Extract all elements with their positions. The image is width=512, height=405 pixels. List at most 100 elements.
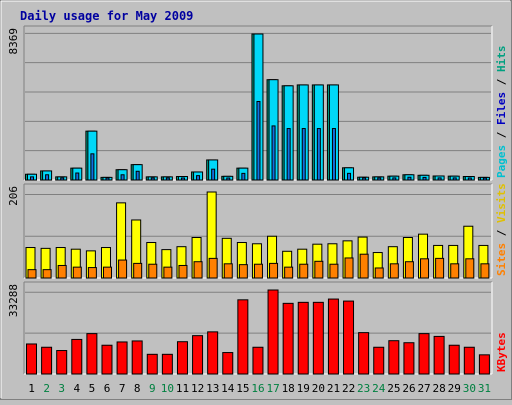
- bottom-bar-kbytes-day-7: [116, 341, 128, 375]
- bottom-bar-kbytes-day-23: [358, 332, 370, 375]
- bottom-bar-kbytes-day-25: [388, 340, 400, 375]
- middle-bar-sites-day-8: [133, 262, 143, 279]
- bottom-bar-kbytes-day-19: [297, 301, 309, 375]
- middle-bar-sites-day-27: [420, 258, 430, 279]
- middle-bar-sites-day-24: [374, 267, 384, 279]
- top-bar-pages-day-4: [75, 172, 80, 181]
- bottom-bar-kbytes-day-9: [146, 353, 158, 375]
- bottom-bar-kbytes-day-11: [176, 341, 188, 375]
- middle-legend-separator: /: [495, 223, 508, 243]
- top-bar-pages-day-20: [316, 128, 321, 181]
- bottom-bar-kbytes-day-21: [327, 298, 339, 375]
- x-tick-label-day-24: 24: [372, 382, 386, 395]
- bottom-legend: KBytes: [495, 332, 508, 372]
- middle-bar-sites-day-29: [450, 263, 460, 279]
- bottom-panel: 33288 KBytes: [7, 281, 508, 375]
- top-bar-pages-day-13: [211, 168, 216, 181]
- x-tick-label-day-10: 10: [161, 382, 174, 395]
- bottom-bar-kbytes-day-1: [26, 343, 37, 375]
- middle-legend-sites: Sites: [495, 243, 508, 276]
- x-tick-label-day-22: 22: [342, 382, 355, 395]
- middle-bar-sites-day-30: [465, 258, 475, 279]
- top-bar-pages-day-19: [301, 128, 306, 181]
- x-tick-label-day-25: 25: [387, 382, 400, 395]
- top-bar-pages-day-24: [377, 177, 382, 181]
- x-tick-label-day-29: 29: [448, 382, 461, 395]
- x-tick-label-day-8: 8: [134, 382, 141, 395]
- bottom-bar-kbytes-day-15: [237, 299, 249, 375]
- bottom-legend-kbytes: KBytes: [495, 332, 508, 372]
- bottom-bar-kbytes-day-4: [71, 338, 83, 375]
- chart-title: Daily usage for May 2009: [20, 9, 193, 23]
- middle-bar-sites-day-1: [27, 269, 37, 279]
- top-bar-pages-day-11: [180, 177, 185, 181]
- x-tick-label-day-20: 20: [312, 382, 325, 395]
- middle-bar-sites-day-22: [344, 257, 354, 279]
- middle-bar-sites-day-4: [72, 266, 82, 279]
- middle-bar-sites-day-3: [57, 264, 67, 279]
- top-panel: 8369 Pages / Files / Hits: [7, 25, 508, 181]
- top-bar-pages-day-23: [362, 177, 367, 181]
- x-tick-label-day-14: 14: [221, 382, 235, 395]
- middle-bar-sites-day-18: [284, 266, 294, 279]
- bottom-bar-kbytes-day-27: [418, 333, 430, 375]
- top-bar-pages-day-29: [452, 177, 457, 181]
- bottom-bar-kbytes-day-12: [192, 335, 204, 375]
- bottom-bar-kbytes-day-10: [161, 353, 173, 375]
- bottom-bar-kbytes-day-28: [433, 335, 445, 375]
- bottom-bar-kbytes-day-22: [343, 300, 355, 375]
- middle-ymax-label: 206: [7, 186, 20, 206]
- top-bar-pages-day-22: [347, 172, 352, 181]
- top-bar-pages-day-12: [196, 175, 201, 181]
- x-tick-label-day-2: 2: [43, 382, 50, 395]
- x-tick-label-day-27: 27: [417, 382, 430, 395]
- top-bar-pages-day-31: [482, 177, 487, 181]
- middle-bar-sites-day-2: [42, 269, 52, 279]
- x-tick-label-day-1: 1: [28, 382, 35, 395]
- middle-bar-sites-day-14: [223, 263, 233, 279]
- top-bar-pages-day-7: [120, 174, 125, 181]
- bottom-bar-kbytes-day-20: [312, 301, 324, 375]
- top-bar-pages-day-18: [286, 128, 291, 181]
- top-bar-pages-day-6: [105, 177, 110, 181]
- x-tick-label-day-12: 12: [191, 382, 204, 395]
- middle-bar-sites-day-17: [269, 262, 279, 279]
- middle-bar-sites-day-15: [238, 264, 248, 279]
- bottom-bar-kbytes-day-29: [448, 344, 460, 375]
- x-tick-label-day-23: 23: [357, 382, 370, 395]
- middle-panel: 206 Sites / Visits: [7, 183, 508, 279]
- bottom-bar-kbytes-day-16: [252, 346, 264, 375]
- x-tick-label-day-16: 16: [251, 382, 264, 395]
- x-tick-label-day-11: 11: [176, 382, 189, 395]
- top-bar-pages-day-30: [467, 177, 472, 181]
- x-tick-label-day-30: 30: [463, 382, 476, 395]
- bottom-bar-kbytes-day-18: [282, 302, 294, 375]
- bottom-bar-kbytes-day-13: [207, 331, 219, 375]
- middle-bar-sites-day-7: [118, 259, 128, 279]
- bottom-bar-kbytes-day-6: [101, 344, 113, 375]
- x-tick-label-day-7: 7: [119, 382, 126, 395]
- middle-bar-sites-day-21: [329, 263, 339, 279]
- x-axis-labels: 1 2 3 4 5 6 7 8 9 10 11 12 13 14 15 16 17 18 19 20 21 22 23 24 2…: [28, 382, 491, 395]
- top-legend-separator: /: [495, 125, 508, 145]
- middle-bar-sites-day-12: [193, 261, 203, 279]
- x-tick-label-day-19: 19: [297, 382, 310, 395]
- bottom-bar-kbytes-day-8: [131, 340, 143, 375]
- top-bar-pages-day-1: [30, 176, 34, 181]
- top-bar-pages-day-5: [90, 153, 95, 181]
- x-tick-label-day-3: 3: [58, 382, 65, 395]
- top-bar-pages-day-3: [60, 177, 65, 181]
- bottom-ymax-label: 33288: [7, 284, 20, 317]
- middle-bar-sites-day-9: [148, 263, 158, 279]
- top-bar-pages-day-9: [150, 177, 155, 181]
- bottom-bar-kbytes-day-31: [478, 354, 490, 375]
- middle-bar-sites-day-10: [163, 266, 173, 279]
- x-tick-label-day-4: 4: [74, 382, 81, 395]
- top-ymax-label: 8369: [7, 28, 20, 55]
- top-bar-pages-day-2: [45, 174, 50, 181]
- top-bar-pages-day-27: [422, 176, 427, 181]
- x-tick-label-day-26: 26: [402, 382, 415, 395]
- top-bar-pages-day-16: [256, 100, 261, 181]
